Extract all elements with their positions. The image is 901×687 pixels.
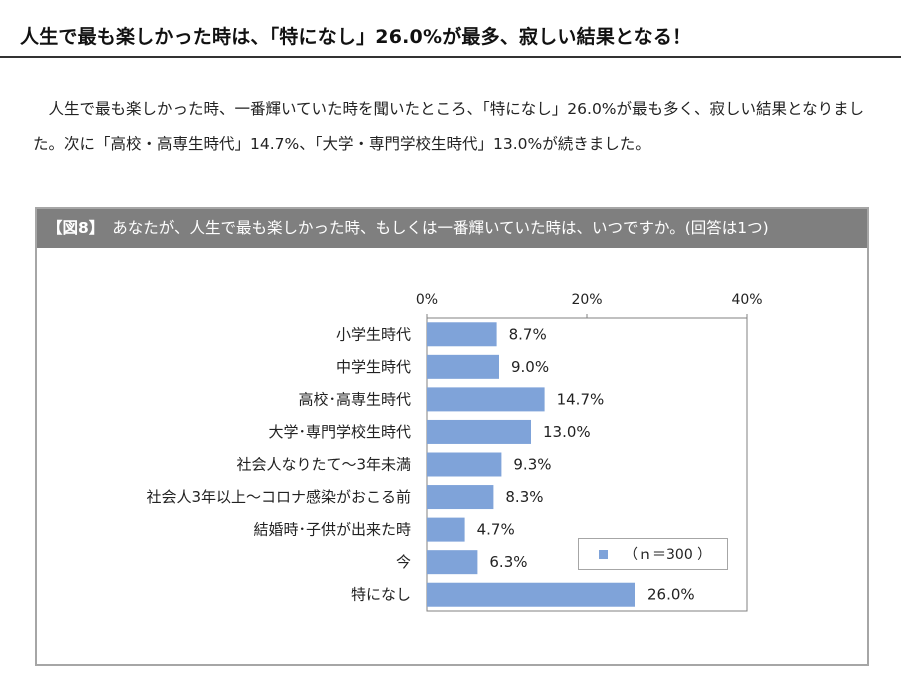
bar <box>427 387 545 412</box>
bar <box>427 452 502 477</box>
bar <box>427 517 465 542</box>
category-label: 中学生時代 <box>336 358 411 376</box>
category-label: 特になし <box>351 586 411 604</box>
figure-question: あなたが、人生で最も楽しかった時、もしくは一番輝いていた時は、いつですか。(回答… <box>112 219 769 237</box>
headline-divider <box>0 56 901 58</box>
value-label: 8.3% <box>505 488 543 506</box>
bar <box>427 582 635 607</box>
value-label: 9.3% <box>513 456 551 474</box>
value-label: 6.3% <box>489 553 527 571</box>
value-label: 13.0% <box>543 423 591 441</box>
headline: 人生で最も楽しかった時は、「特になし」26.0%が最多、寂しい結果となる！ <box>20 26 692 48</box>
legend-swatch <box>599 549 608 559</box>
value-label: 14.7% <box>557 390 605 408</box>
figure-label: 【図8】 <box>47 219 105 237</box>
chart-legend: （ｎ＝300 ） <box>578 538 728 570</box>
bar <box>427 485 494 510</box>
value-label: 8.7% <box>509 325 547 343</box>
category-label: 小学生時代 <box>336 325 411 343</box>
value-label: 9.0% <box>511 358 549 376</box>
figure-header: 【図8】 あなたが、人生で最も楽しかった時、もしくは一番輝いていた時は、いつですか… <box>37 209 867 248</box>
category-label: 大学･専門学校生時代 <box>268 423 411 441</box>
legend-label: （ｎ＝300 ） <box>624 547 712 563</box>
value-label: 26.0% <box>647 586 695 604</box>
bar <box>427 419 531 444</box>
category-label: 結婚時･子供が出来た時 <box>253 521 411 539</box>
bar <box>427 354 499 379</box>
intro-paragraph: 人生で最も楽しかった時、一番輝いていた時を聞いたところ、「特になし」26.0%が… <box>33 100 865 153</box>
bar <box>427 322 497 347</box>
bar <box>427 550 478 575</box>
category-label: 社会人3年以上～コロナ感染がおこる前 <box>146 488 411 506</box>
x-tick-label: 0% <box>416 292 438 308</box>
category-label: 高校･高専生時代 <box>298 390 411 408</box>
category-label: 社会人なりたて～3年未満 <box>236 456 411 474</box>
category-label: 今 <box>396 553 411 571</box>
x-tick-label: 40% <box>731 292 762 308</box>
x-tick-label: 20% <box>571 292 602 308</box>
value-label: 4.7% <box>477 521 515 539</box>
